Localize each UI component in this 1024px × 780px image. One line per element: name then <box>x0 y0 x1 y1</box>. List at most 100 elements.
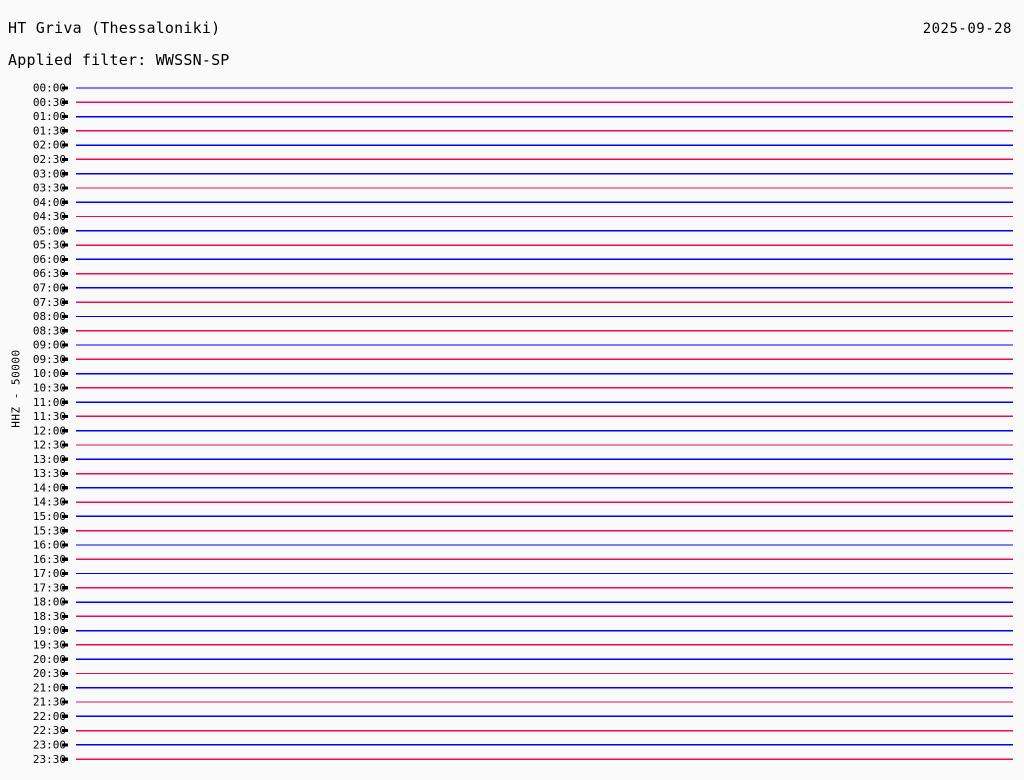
seismogram-trace <box>76 101 1013 103</box>
time-axis-label: 11:30 <box>33 410 66 423</box>
time-axis-label: 22:30 <box>33 724 66 737</box>
time-axis-label: 07:30 <box>33 296 66 309</box>
time-axis-tick <box>62 429 68 433</box>
seismogram-trace <box>76 672 1013 675</box>
seismogram-trace <box>76 330 1013 332</box>
time-axis-label: 02:30 <box>33 153 66 166</box>
time-axis-label: 16:30 <box>33 553 66 566</box>
seismogram-trace <box>76 187 1013 189</box>
time-axis-tick <box>62 386 68 390</box>
time-axis-label: 13:00 <box>33 453 66 466</box>
seismogram-trace <box>76 701 1013 703</box>
seismogram-trace <box>76 230 1013 232</box>
time-axis-label: 20:30 <box>33 667 66 680</box>
time-axis-tick <box>62 529 68 533</box>
time-axis-label: 03:00 <box>33 167 66 180</box>
time-axis-label: 18:00 <box>33 596 66 609</box>
seismogram-trace <box>76 358 1013 360</box>
time-axis-label: 06:00 <box>33 253 66 266</box>
time-axis-label: 09:30 <box>33 353 66 366</box>
time-axis-label: 22:00 <box>33 710 66 723</box>
seismogram-trace <box>76 201 1013 203</box>
seismogram-trace <box>76 215 1013 218</box>
time-axis-label: 05:30 <box>33 239 66 252</box>
time-axis-tick <box>62 172 68 176</box>
time-axis-tick <box>62 229 68 233</box>
seismogram-trace <box>76 115 1013 118</box>
time-axis-tick <box>62 157 68 161</box>
time-axis-tick <box>62 557 68 561</box>
time-axis-label: 04:30 <box>33 210 66 223</box>
time-axis-label: 17:30 <box>33 581 66 594</box>
time-axis-tick <box>62 600 68 604</box>
time-axis-tick <box>62 414 68 419</box>
seismogram-trace <box>76 487 1013 489</box>
seismogram-trace <box>76 401 1013 403</box>
seismogram-trace <box>76 430 1013 432</box>
time-axis-label: 23:00 <box>33 738 66 751</box>
time-axis-tick <box>62 614 68 618</box>
time-axis-tick <box>62 200 68 204</box>
time-axis-tick <box>62 471 68 476</box>
time-axis-tick <box>62 314 68 319</box>
time-axis-tick <box>62 743 68 747</box>
record-date: 2025-09-28 <box>922 21 1012 37</box>
time-axis-label: 21:30 <box>33 696 66 709</box>
seismogram-trace <box>76 144 1013 146</box>
time-axis-tick <box>62 757 68 761</box>
time-axis-label: 09:00 <box>33 339 66 352</box>
seismogram-trace <box>76 558 1013 560</box>
time-axis-label: 08:00 <box>33 310 66 323</box>
time-axis-tick <box>62 714 68 718</box>
time-axis-label: 13:30 <box>33 467 66 480</box>
seismogram-trace <box>76 515 1013 518</box>
time-axis-label: 23:30 <box>33 753 66 766</box>
time-axis-label: 17:00 <box>33 567 66 580</box>
time-axis-label: 00:30 <box>33 96 66 109</box>
seismogram-trace <box>76 458 1013 460</box>
time-axis-label: 01:00 <box>33 110 66 123</box>
time-axis-tick <box>62 457 68 461</box>
time-axis-tick <box>62 100 68 104</box>
time-axis-label: 07:00 <box>33 282 66 295</box>
seismogram-trace <box>76 587 1013 589</box>
page-title: HT Griva (Thessaloniki) <box>8 19 221 37</box>
seismogram-trace <box>76 544 1013 546</box>
header: HT Griva (Thessaloniki) Applied filter: … <box>0 0 1024 80</box>
time-axis-tick <box>62 643 68 647</box>
seismogram-plot: 00:00 00:30 01:00 01:30 02:00 02:30 03:00 03:30… <box>0 82 1024 776</box>
seismogram-trace <box>76 415 1013 418</box>
time-axis-label: 00:00 <box>33 82 66 95</box>
seismogram-trace <box>76 658 1013 660</box>
time-axis-tick <box>62 571 68 576</box>
time-axis-label: 19:00 <box>33 624 66 637</box>
time-axis-label: 01:30 <box>33 124 66 137</box>
time-axis-label: 15:00 <box>33 510 66 523</box>
seismogram-trace <box>76 372 1013 375</box>
seismogram-trace <box>76 530 1013 532</box>
time-axis-label: 20:00 <box>33 653 66 666</box>
time-axis-tick <box>62 586 68 590</box>
time-axis-tick <box>62 343 68 347</box>
time-axis-tick <box>62 543 68 547</box>
time-axis-label: 10:00 <box>33 367 66 380</box>
time-axis-tick <box>62 186 68 190</box>
time-axis-tick <box>62 86 68 90</box>
time-axis-label: 06:30 <box>33 267 66 280</box>
time-axis-label: 19:30 <box>33 639 66 652</box>
time-axis-tick <box>62 443 68 447</box>
time-axis-tick <box>62 500 68 504</box>
seismogram-trace <box>76 744 1013 746</box>
seismogram-trace <box>76 601 1013 603</box>
time-axis-tick <box>62 257 68 261</box>
time-axis-label: 11:00 <box>33 396 66 409</box>
seismogram-trace <box>76 758 1013 760</box>
time-axis-tick <box>62 300 68 304</box>
time-axis-tick <box>62 114 68 119</box>
time-axis-tick <box>62 143 68 147</box>
time-axis-tick <box>62 400 68 404</box>
time-axis-tick <box>62 129 68 133</box>
time-axis-tick <box>62 243 68 247</box>
time-axis-label: 21:00 <box>33 681 66 694</box>
time-axis-tick <box>62 700 68 704</box>
